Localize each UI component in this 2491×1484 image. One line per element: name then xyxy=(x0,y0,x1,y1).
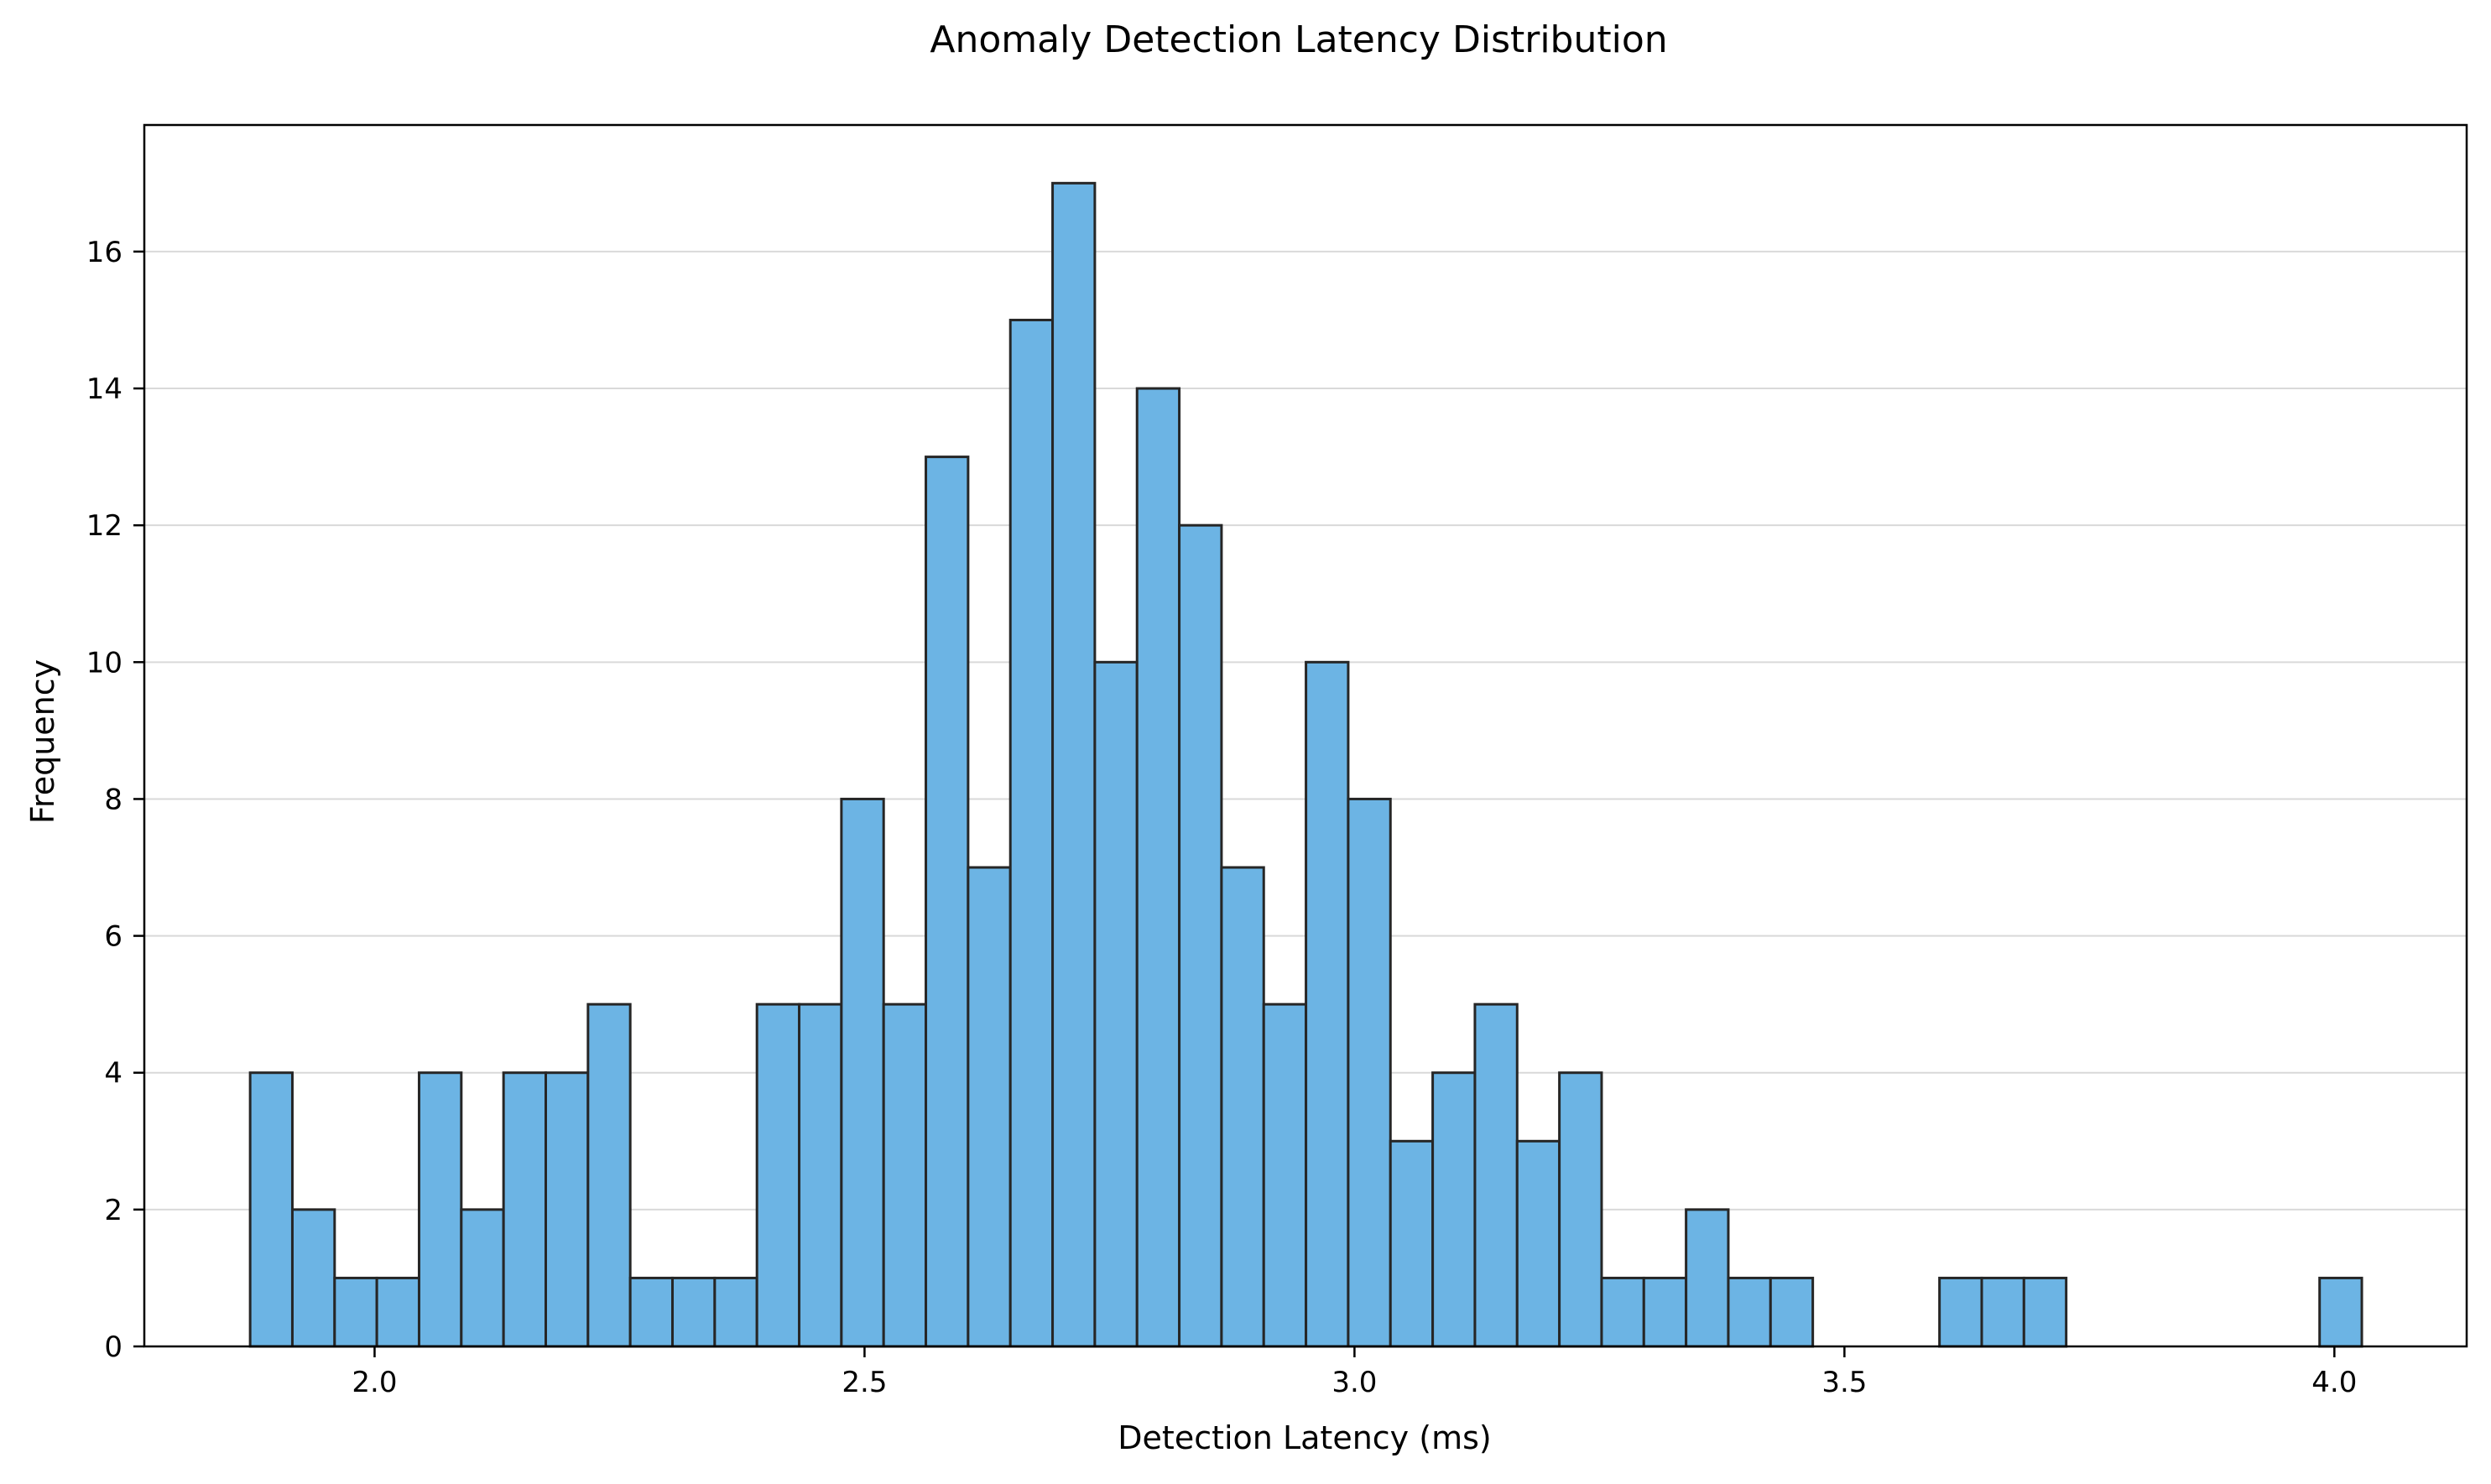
histogram-bar-36 xyxy=(1769,1276,1815,1348)
histogram-bar-33 xyxy=(1642,1276,1688,1348)
histogram-bar-13 xyxy=(798,1002,843,1348)
histogram-bars xyxy=(248,181,2363,1348)
histogram-bar-32 xyxy=(1600,1276,1645,1348)
histogram-bar-24 xyxy=(1262,1002,1308,1348)
y-tick-label-16: 16 xyxy=(86,236,122,269)
histogram-bar-27 xyxy=(1389,1139,1435,1348)
y-tick-label-2: 2 xyxy=(104,1194,122,1227)
histogram-bar-6 xyxy=(502,1071,548,1348)
histogram-bar-19 xyxy=(1051,181,1097,1348)
histogram-bar-30 xyxy=(1515,1139,1561,1348)
histogram-bar-41 xyxy=(1980,1276,2025,1348)
histogram-bar-12 xyxy=(755,1002,801,1348)
histogram-bar-17 xyxy=(967,866,1012,1348)
histogram-bar-49 xyxy=(2318,1276,2363,1348)
histogram-bar-16 xyxy=(925,456,970,1348)
histogram-bar-14 xyxy=(840,797,885,1348)
y-tick-label-14: 14 xyxy=(86,372,122,406)
x-axis-ticks: 2.0 2.5 3.0 3.5 4.0 xyxy=(352,1346,2357,1399)
plot-frame xyxy=(143,123,2468,1348)
histogram-bar-5 xyxy=(460,1208,505,1348)
histogram-bar-25 xyxy=(1305,660,1350,1348)
histogram-bar-4 xyxy=(417,1071,463,1348)
histogram-bar-3 xyxy=(375,1276,420,1348)
x-tick-label-2.0: 2.0 xyxy=(352,1366,397,1399)
histogram-bar-42 xyxy=(2022,1276,2068,1348)
histogram-bar-34 xyxy=(1685,1208,1730,1348)
histogram-bar-18 xyxy=(1008,318,1055,1348)
histogram-bar-1 xyxy=(290,1208,336,1348)
histogram-bar-20 xyxy=(1093,660,1139,1348)
x-tick-label-3.5: 3.5 xyxy=(1821,1366,1867,1399)
histogram-bar-35 xyxy=(1727,1276,1772,1348)
y-tick-label-6: 6 xyxy=(104,920,122,954)
histogram-bar-28 xyxy=(1431,1071,1477,1348)
chart-title: Anomaly Detection Latency Distribution xyxy=(930,18,1667,61)
histogram-bar-31 xyxy=(1558,1071,1603,1348)
y-tick-label-4: 4 xyxy=(104,1057,122,1091)
y-tick-label-8: 8 xyxy=(104,783,122,816)
histogram-bar-26 xyxy=(1347,797,1392,1348)
histogram-bar-23 xyxy=(1220,866,1265,1348)
histogram-bar-22 xyxy=(1178,523,1223,1348)
histogram-bar-10 xyxy=(671,1276,717,1348)
x-axis-label: Detection Latency (ms) xyxy=(1118,1419,1491,1456)
y-axis-label: Frequency xyxy=(24,659,61,824)
histogram-bar-29 xyxy=(1473,1002,1519,1348)
x-tick-label-2.5: 2.5 xyxy=(842,1366,887,1399)
histogram-bar-40 xyxy=(1938,1276,1983,1348)
x-tick-label-3.0: 3.0 xyxy=(1331,1366,1377,1399)
histogram-bar-8 xyxy=(586,1002,632,1348)
histogram-bar-11 xyxy=(713,1276,758,1348)
x-tick-label-4.0: 4.0 xyxy=(2311,1366,2357,1399)
histogram-bar-21 xyxy=(1135,387,1181,1348)
histogram-bar-15 xyxy=(882,1002,928,1348)
y-tick-label-12: 12 xyxy=(86,509,122,543)
y-tick-label-10: 10 xyxy=(86,646,122,680)
y-tick-label-0: 0 xyxy=(104,1330,122,1364)
y-axis-ticks: 0 2 4 6 8 10 12 14 16 xyxy=(86,236,144,1364)
histogram-bar-2 xyxy=(333,1276,378,1348)
histogram-bar-7 xyxy=(545,1071,590,1348)
histogram-bar-9 xyxy=(628,1276,675,1348)
histogram-bar-0 xyxy=(248,1071,294,1348)
